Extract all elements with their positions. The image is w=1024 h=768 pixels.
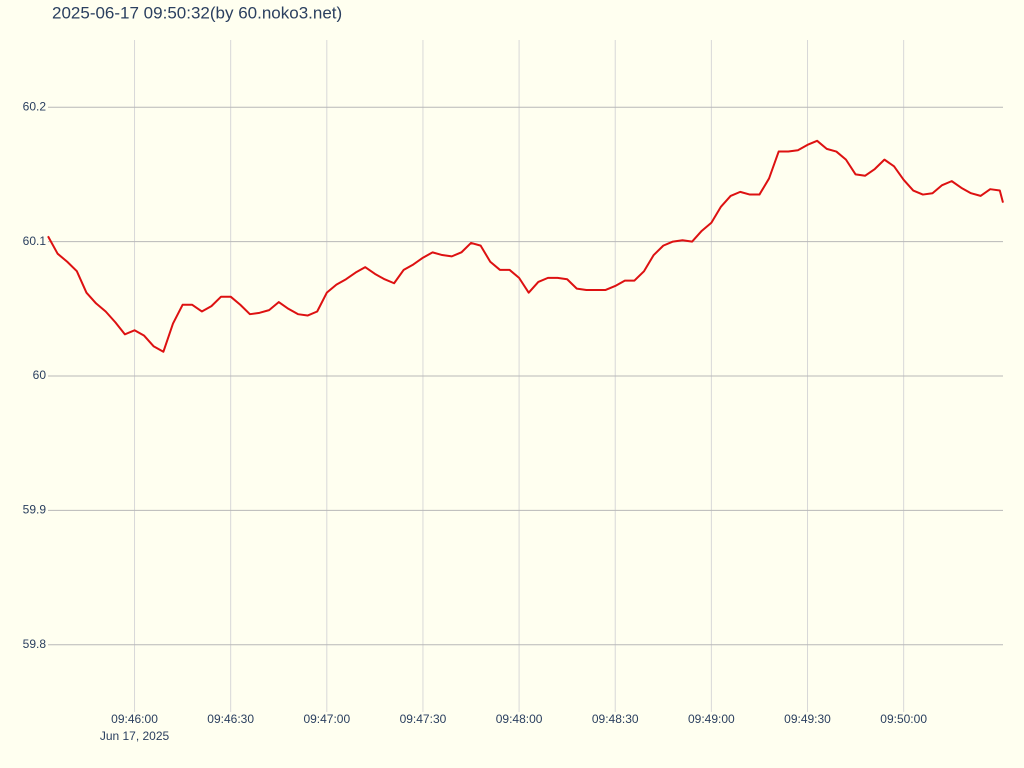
y-tick-label: 59.8 xyxy=(23,637,47,651)
line xyxy=(47,139,1004,353)
x-tick-label: 09:48:00 xyxy=(496,712,543,726)
x-tick-label: 09:48:30 xyxy=(592,712,639,726)
x-tick-label: 09:46:00 xyxy=(111,712,158,726)
chart-title: 2025-06-17 09:50:32(by 60.noko3.net) xyxy=(52,3,342,22)
x-date-label: Jun 17, 2025 xyxy=(100,729,170,743)
x-tick-label: 09:49:30 xyxy=(784,712,831,726)
x-tick-label: 09:47:00 xyxy=(303,712,350,726)
y-tick-label: 60 xyxy=(33,368,47,382)
x-tick-label: 09:50:00 xyxy=(880,712,927,726)
x-tick-label: 09:49:00 xyxy=(688,712,735,726)
x-tick-label: 09:46:30 xyxy=(207,712,254,726)
y-tick-label: 60.1 xyxy=(23,234,47,248)
y-tick-label: 59.9 xyxy=(23,503,47,517)
x-tick-label: 09:47:30 xyxy=(400,712,447,726)
y-tick-label: 60.2 xyxy=(23,99,47,113)
